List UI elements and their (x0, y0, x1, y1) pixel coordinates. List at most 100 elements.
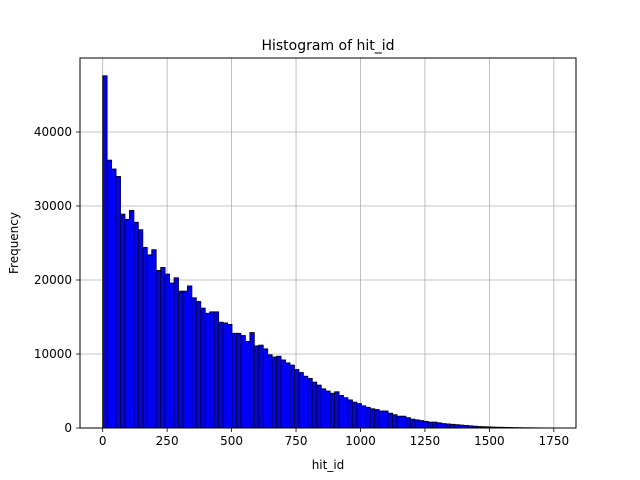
x-tick-label: 250 (156, 434, 179, 448)
histogram-bar (222, 322, 228, 429)
histogram-bar (401, 415, 407, 429)
histogram-bar (187, 285, 193, 429)
y-tick-label: 20000 (34, 273, 72, 287)
histogram-bar (392, 414, 398, 429)
histogram-bar (302, 375, 309, 429)
histogram-bar (383, 410, 389, 429)
histogram-bar (369, 408, 376, 429)
histogram-bar (311, 381, 318, 429)
histogram-bar (160, 267, 166, 429)
x-tick-label: 750 (285, 434, 308, 448)
plot-frame (79, 57, 577, 429)
histogram-bar (329, 392, 335, 429)
histogram-bar (360, 405, 367, 429)
histogram-bar (378, 410, 385, 429)
histogram-bar (142, 247, 148, 429)
histogram-bar (423, 420, 429, 429)
histogram-bar (307, 378, 313, 429)
histogram-bar (343, 397, 349, 429)
histogram-bar (169, 282, 175, 429)
histogram-bar (387, 412, 393, 429)
histogram-bar (120, 213, 126, 429)
histogram-bar (432, 421, 438, 429)
x-axis-label: hit_id (312, 458, 345, 472)
histogram-bar (320, 388, 327, 429)
histogram-bar (240, 335, 246, 429)
histogram-bar (258, 344, 264, 429)
histogram-bar (276, 355, 282, 429)
histogram-bar (227, 323, 233, 429)
histogram-bar (298, 372, 304, 429)
histogram-bar (204, 312, 211, 429)
histogram-bar (280, 359, 286, 429)
histogram-bar (338, 395, 344, 429)
x-axis-ticks: 0 250 500 750 1000 1250 1500 1750 (99, 428, 569, 448)
histogram-bar (352, 401, 358, 429)
histogram-bar (356, 403, 362, 429)
histogram-bar (365, 406, 371, 429)
histogram-bar (267, 354, 273, 429)
histogram-bar (155, 269, 162, 429)
histogram-bar (441, 423, 447, 429)
histogram-bar (236, 332, 242, 429)
histogram-bar (253, 345, 260, 429)
histogram-bar (414, 419, 420, 429)
y-tick-label: 40000 (34, 125, 72, 139)
histogram-bar (133, 221, 139, 429)
histogram-bar (245, 341, 251, 429)
histogram-bar (115, 175, 121, 429)
histogram-bar (316, 384, 322, 429)
histogram-bar (218, 321, 224, 429)
histogram-bar (146, 254, 153, 429)
y-axis-label: Frequency (7, 212, 21, 274)
histogram-bar (271, 356, 278, 429)
histogram-bar (111, 168, 117, 429)
histogram-bar (124, 218, 130, 429)
histogram-bar (410, 418, 416, 429)
histogram-bar (173, 277, 179, 429)
histogram-bar (151, 249, 157, 429)
histogram-bar (289, 364, 295, 429)
y-tick-label: 30000 (34, 199, 72, 213)
x-tick-label: 1000 (345, 434, 376, 448)
histogram-bar (374, 409, 380, 429)
x-tick-label: 1250 (410, 434, 441, 448)
histogram-bar (164, 273, 170, 429)
histogram-bar (191, 297, 197, 429)
x-tick-label: 500 (220, 434, 243, 448)
histogram-bar (325, 390, 331, 429)
chart-title: Histogram of hit_id (261, 38, 394, 54)
histogram-bar (129, 210, 135, 429)
histogram-bar (213, 311, 220, 429)
x-tick-label: 1500 (474, 434, 505, 448)
x-tick-label: 0 (99, 434, 107, 448)
histogram-bar (200, 307, 206, 429)
histogram-bar (418, 420, 425, 429)
histogram-bar (137, 229, 144, 429)
histogram-bar (178, 290, 184, 429)
histogram-bar (396, 415, 402, 429)
histogram-bar (106, 159, 113, 429)
histogram-bar (427, 421, 434, 429)
histogram-bar (231, 332, 237, 429)
y-tick-label: 10000 (34, 347, 72, 361)
histogram-bar (450, 423, 456, 429)
histogram-bar (209, 311, 215, 429)
histogram-bar (347, 399, 353, 429)
histogram-bar (249, 332, 255, 429)
histogram-bar (195, 301, 202, 429)
histogram-bar (102, 75, 108, 429)
histogram-bar (182, 290, 188, 429)
histogram-bars (102, 75, 554, 429)
histogram-bar (445, 423, 451, 429)
x-tick-label: 1750 (539, 434, 570, 448)
y-tick-label: 0 (64, 421, 72, 435)
y-axis-ticks: 0 10000 20000 30000 40000 (34, 125, 80, 435)
histogram-bar (294, 369, 300, 429)
histogram-bar (334, 391, 340, 429)
histogram-bar (262, 348, 269, 429)
histogram-bar (405, 417, 411, 429)
histogram-bar (436, 422, 443, 429)
histogram-bar (285, 362, 291, 429)
